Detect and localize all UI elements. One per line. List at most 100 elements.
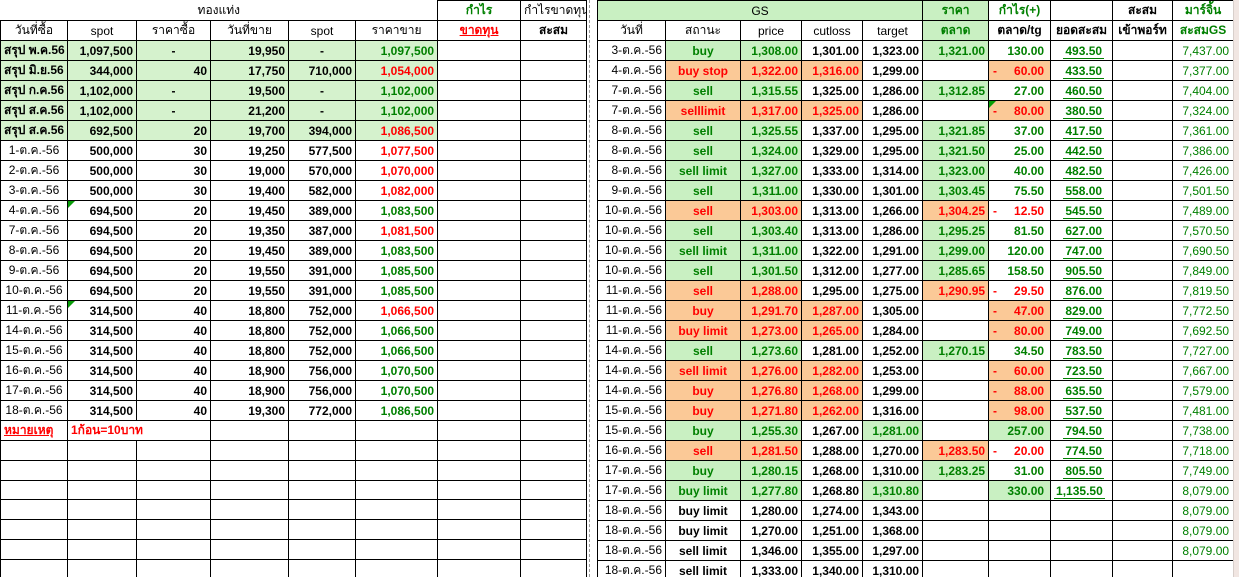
cell-margin[interactable]: 7,738.00 xyxy=(1172,420,1235,441)
cell-empty[interactable] xyxy=(67,499,137,521)
cell-market-price[interactable] xyxy=(922,560,990,577)
cell-profit[interactable]: - 80.00 xyxy=(988,100,1052,121)
cell-sell-price[interactable]: 1,097,500 xyxy=(354,40,439,61)
cell-buy-date[interactable]: 7-ต.ค.-56 xyxy=(0,220,68,241)
col-header-spot[interactable]: spot xyxy=(67,20,137,41)
cell-sell-date[interactable]: 19,950 xyxy=(210,40,289,61)
cell-date[interactable]: 16-ต.ค.-56 xyxy=(597,440,666,461)
cell-profit[interactable]: 130.00 xyxy=(988,40,1052,61)
cell-empty[interactable] xyxy=(67,538,137,560)
cell-date[interactable]: 11-ต.ค.-56 xyxy=(597,320,666,341)
cell-cumulative-total[interactable]: 723.50 xyxy=(1050,360,1114,381)
cell-sell-date[interactable]: 19,500 xyxy=(210,80,289,101)
cell-market-price[interactable]: 1,321.85 xyxy=(922,120,990,141)
cell-cumulative[interactable] xyxy=(520,180,588,201)
cell-spot[interactable]: 314,500 xyxy=(67,380,137,401)
cell-price[interactable]: 1,315.55 xyxy=(740,80,802,101)
cell-target[interactable]: 1,314.00 xyxy=(861,160,924,181)
cell-date[interactable]: 18-ต.ค.-56 xyxy=(597,560,666,577)
gs-col-header-target[interactable]: target xyxy=(861,20,924,41)
cell-empty[interactable] xyxy=(136,499,211,521)
col-header-sell-date[interactable]: วันที่ขาย xyxy=(210,20,289,41)
cell-buy-date[interactable]: 18-ต.ค.-56 xyxy=(0,400,68,421)
cell-cumulative-total[interactable]: 537.50 xyxy=(1050,400,1114,421)
cell-empty[interactable] xyxy=(520,519,588,540)
cell-spot2[interactable]: 756,000 xyxy=(288,360,356,381)
cell-target[interactable]: 1,286.00 xyxy=(861,220,924,241)
cell-sell-price[interactable]: 1,086,500 xyxy=(354,400,439,421)
cell-empty[interactable] xyxy=(210,479,289,501)
cell-cumulative-total[interactable]: 794.50 xyxy=(1050,420,1114,441)
cell-cumulative[interactable] xyxy=(520,120,588,141)
cell-buy-price[interactable]: 40 xyxy=(136,380,211,401)
cell-spot2[interactable]: 570,000 xyxy=(288,160,356,181)
cell-spot2[interactable]: 394,000 xyxy=(288,120,356,141)
cell-spot2[interactable]: - xyxy=(288,80,356,101)
cell-buy-date[interactable]: 16-ต.ค.-56 xyxy=(0,360,68,381)
cell-spot[interactable]: 1,102,000 xyxy=(67,80,137,101)
cell-margin[interactable]: 7,489.00 xyxy=(1172,200,1235,221)
cell-empty[interactable] xyxy=(0,479,68,501)
cell-margin[interactable]: 7,690.50 xyxy=(1172,240,1235,261)
cell-buy-price[interactable]: - xyxy=(136,80,211,101)
cell-date[interactable]: 18-ต.ค.-56 xyxy=(597,500,666,521)
cell-empty[interactable] xyxy=(437,459,522,481)
cell-market-price[interactable] xyxy=(922,320,990,341)
cell-spot[interactable]: 1,102,000 xyxy=(67,100,137,121)
cell-buy-price[interactable]: 20 xyxy=(136,120,211,141)
cell-cutloss[interactable]: 1,329.00 xyxy=(801,140,863,161)
cell-price[interactable]: 1,276.00 xyxy=(740,360,802,381)
cell-margin[interactable]: 8,079.00 xyxy=(1172,520,1235,541)
cell-buy-price[interactable]: 20 xyxy=(136,280,211,301)
cell-buy-date[interactable]: 3-ต.ค.-56 xyxy=(0,180,68,201)
cell-price[interactable]: 1,276.80 xyxy=(740,380,802,401)
cell-margin[interactable]: 7,404.00 xyxy=(1172,80,1235,101)
cell-status[interactable]: sell xyxy=(665,340,741,361)
cell-target[interactable]: 1,323.00 xyxy=(861,40,924,61)
cell-port[interactable] xyxy=(1112,380,1174,401)
cell-cutloss[interactable]: 1,340.00 xyxy=(801,560,863,577)
cell-spot2[interactable]: 582,000 xyxy=(288,180,356,201)
cell-target[interactable]: 1,277.00 xyxy=(861,260,924,281)
cell-status[interactable]: sell xyxy=(665,260,741,281)
cell-empty[interactable] xyxy=(437,479,522,501)
cell-cutloss[interactable]: 1,312.00 xyxy=(801,260,863,281)
cell-margin[interactable]: 7,481.00 xyxy=(1172,400,1235,421)
cell-profit[interactable]: 31.00 xyxy=(988,460,1052,481)
cell-spot2[interactable]: 389,000 xyxy=(288,240,356,261)
scrollbar-strip[interactable] xyxy=(1233,0,1239,577)
cell-empty[interactable] xyxy=(136,479,211,501)
cell-cutloss[interactable]: 1,313.00 xyxy=(801,200,863,221)
cell-profit[interactable] xyxy=(988,500,1052,521)
cell-cutloss[interactable]: 1,281.00 xyxy=(801,340,863,361)
cell-sell-date[interactable]: 18,800 xyxy=(210,340,289,361)
cell-port[interactable] xyxy=(1112,280,1174,301)
cell-empty[interactable] xyxy=(288,519,356,540)
cell-port[interactable] xyxy=(1112,80,1174,101)
cell-cutloss[interactable]: 1,251.00 xyxy=(801,520,863,541)
cell-profit-loss[interactable] xyxy=(437,380,522,401)
cell-empty[interactable] xyxy=(288,440,356,461)
cell-status[interactable]: sell xyxy=(665,80,741,101)
cell-sell-price[interactable]: 1,070,000 xyxy=(354,160,439,181)
cell-cumulative[interactable] xyxy=(520,240,588,261)
cell-empty[interactable] xyxy=(288,459,356,481)
cell-price[interactable]: 1,280.15 xyxy=(740,460,802,481)
cell-cumulative[interactable] xyxy=(520,400,588,421)
cell-empty[interactable] xyxy=(0,558,68,577)
cell-port[interactable] xyxy=(1112,160,1174,181)
cell-margin[interactable]: 8,079.00 xyxy=(1172,540,1235,561)
cell-sell-price[interactable]: 1,081,500 xyxy=(354,220,439,241)
cell-profit[interactable]: - 12.50 xyxy=(988,200,1052,221)
cell-buy-price[interactable]: 40 xyxy=(136,320,211,341)
cell-market-price[interactable]: 1,321.50 xyxy=(922,140,990,161)
cell-buy-price[interactable]: 40 xyxy=(136,360,211,381)
cell-cumulative[interactable] xyxy=(520,140,588,161)
port-header-top[interactable]: สะสม xyxy=(1112,0,1174,21)
cell-target[interactable]: 1,310.80 xyxy=(861,480,924,501)
cell-price[interactable]: 1,271.80 xyxy=(740,400,802,421)
cell-margin[interactable]: 7,579.00 xyxy=(1172,380,1235,401)
cell-price[interactable]: 1,322.00 xyxy=(740,60,802,81)
cell-profit[interactable]: - 80.00 xyxy=(988,320,1052,341)
cell-spot[interactable]: 500,000 xyxy=(67,140,137,161)
